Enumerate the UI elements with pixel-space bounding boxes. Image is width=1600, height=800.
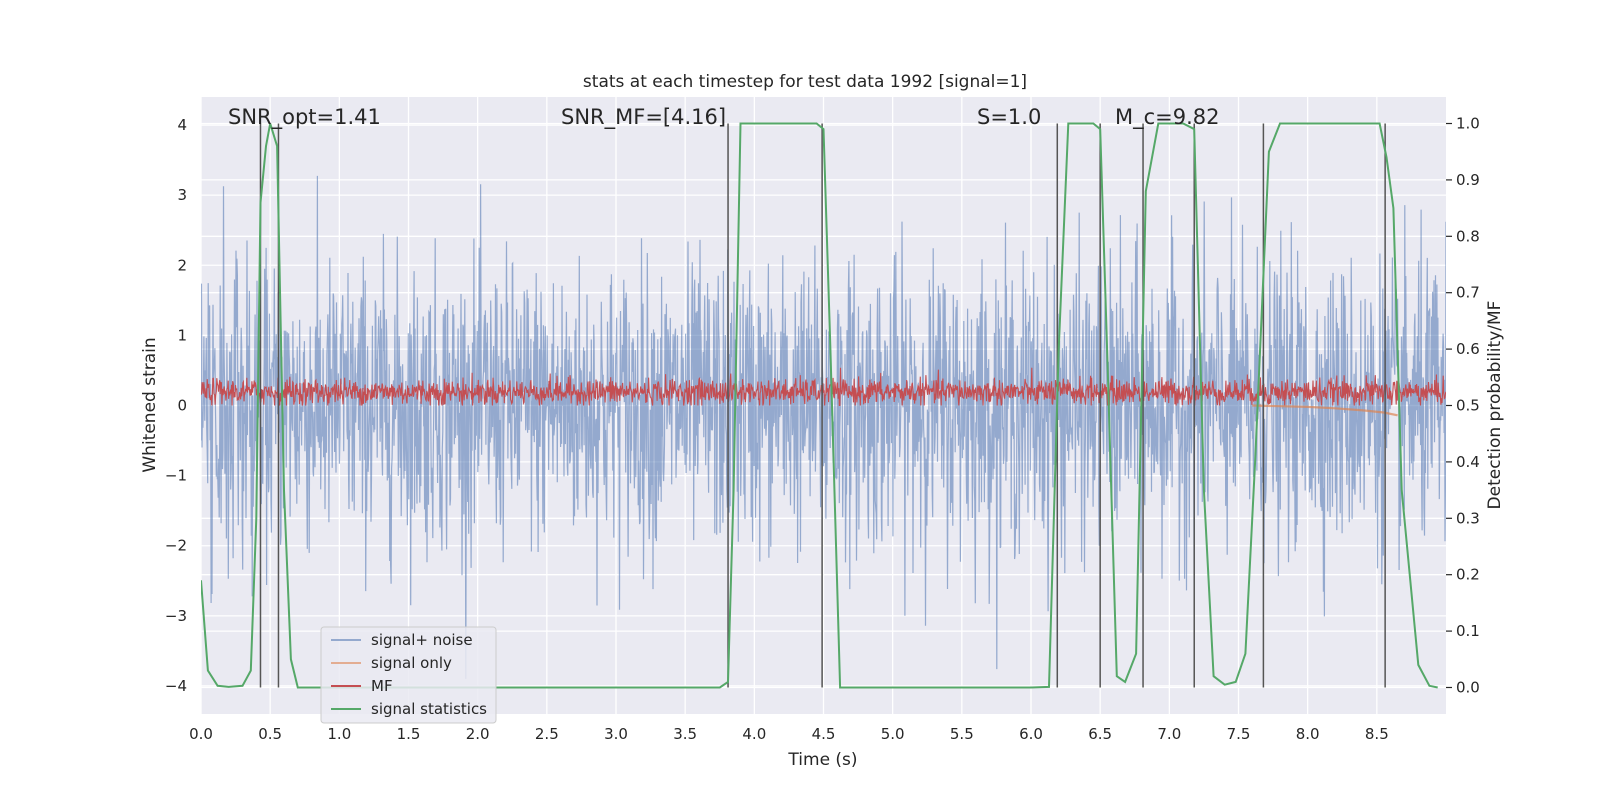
y-right-tick-label-1: 0.1	[1456, 622, 1480, 640]
series-signal-statistics	[201, 122, 1438, 689]
y-left-tick-label-3: −1	[165, 467, 187, 485]
y-left-tick-label-8: 4	[177, 116, 187, 134]
x-tick-label-16: 8.0	[1296, 725, 1320, 743]
y-left-tick-label-0: −4	[165, 677, 187, 695]
x-tick-label-11: 5.5	[950, 725, 974, 743]
x-tick-label-8: 4.0	[742, 725, 766, 743]
y-left-axis-ticks: −4 −3 −2 −1 0 1 2 3 4	[165, 116, 187, 695]
annotation-s: S=1.0	[977, 105, 1041, 129]
y-right-tick-label-8: 0.8	[1456, 227, 1480, 245]
y-right-tick-label-7: 0.7	[1456, 284, 1480, 302]
x-tick-label-7: 3.5	[673, 725, 697, 743]
y-left-axis-title: Whitened strain	[140, 337, 160, 472]
x-tick-label-15: 7.5	[1227, 725, 1251, 743]
x-tick-label-9: 4.5	[812, 725, 836, 743]
legend-label-signal-only: signal only	[371, 654, 452, 672]
y-right-axis-ticks: 0.0 0.1 0.2 0.3 0.4 0.5 0.6 0.7 0.8 0.9 1.0	[1446, 115, 1480, 696]
y-left-tick-label-5: 1	[177, 326, 187, 344]
legend: signal+ noise signal only MF signal stat…	[320, 626, 497, 724]
x-tick-label-14: 7.0	[1157, 725, 1181, 743]
x-tick-label-13: 6.5	[1088, 725, 1112, 743]
legend-label-signal-noise: signal+ noise	[371, 631, 473, 649]
x-tick-label-1: 0.5	[258, 725, 282, 743]
mf-line	[201, 367, 1446, 407]
y-left-tick-label-7: 3	[177, 186, 187, 204]
y-left-tick-label-2: −2	[165, 537, 187, 555]
x-tick-label-6: 3.0	[604, 725, 628, 743]
signal-only-line	[1252, 404, 1398, 417]
y-right-tick-label-5: 0.5	[1456, 397, 1480, 415]
x-axis-title: Time (s)	[787, 750, 857, 770]
x-tick-label-5: 2.5	[535, 725, 559, 743]
x-tick-label-0: 0.0	[189, 725, 213, 743]
y-left-tick-label-4: 0	[177, 397, 187, 415]
series-mf	[201, 367, 1446, 407]
x-tick-label-17: 8.5	[1365, 725, 1389, 743]
y-right-tick-label-10: 1.0	[1456, 115, 1480, 133]
y-right-tick-label-6: 0.6	[1456, 340, 1480, 358]
x-tick-label-4: 2.0	[466, 725, 490, 743]
annotation-snr-opt: SNR_opt=1.41	[228, 105, 381, 130]
y-left-tick-label-1: −3	[165, 607, 187, 625]
legend-label-mf: MF	[371, 677, 393, 695]
y-right-tick-label-0: 0.0	[1456, 678, 1480, 696]
chart-title: stats at each timestep for test data 199…	[583, 72, 1027, 92]
x-tick-label-10: 5.0	[881, 725, 905, 743]
y-right-tick-label-4: 0.4	[1456, 453, 1480, 471]
x-tick-label-3: 1.5	[397, 725, 421, 743]
series-signal-only	[1252, 404, 1398, 417]
y-right-axis-title: Detection probability/MF	[1485, 301, 1505, 510]
annotation-mc: M_c=9.82	[1115, 105, 1220, 130]
legend-box	[320, 626, 497, 724]
annotation-snr-mf: SNR_MF=[4.16]	[561, 105, 726, 130]
x-tick-label-2: 1.0	[327, 725, 351, 743]
y-right-tick-label-9: 0.9	[1456, 171, 1480, 189]
x-tick-label-12: 6.0	[1019, 725, 1043, 743]
y-left-tick-label-6: 2	[177, 256, 187, 274]
x-axis-ticks: 0.0 0.5 1.0 1.5 2.0 2.5 3.0 3.5 4.0 4.5 5.0 5.5 6.0 6…	[189, 725, 1389, 743]
annotations: SNR_opt=1.41 SNR_MF=[4.16] S=1.0 M_c=9.8…	[228, 105, 1220, 130]
y-right-tick-label-2: 0.2	[1456, 566, 1480, 584]
signal-statistics-line	[201, 122, 1438, 689]
legend-label-signal-statistics: signal statistics	[371, 700, 487, 718]
y-right-tick-label-3: 0.3	[1456, 509, 1480, 527]
